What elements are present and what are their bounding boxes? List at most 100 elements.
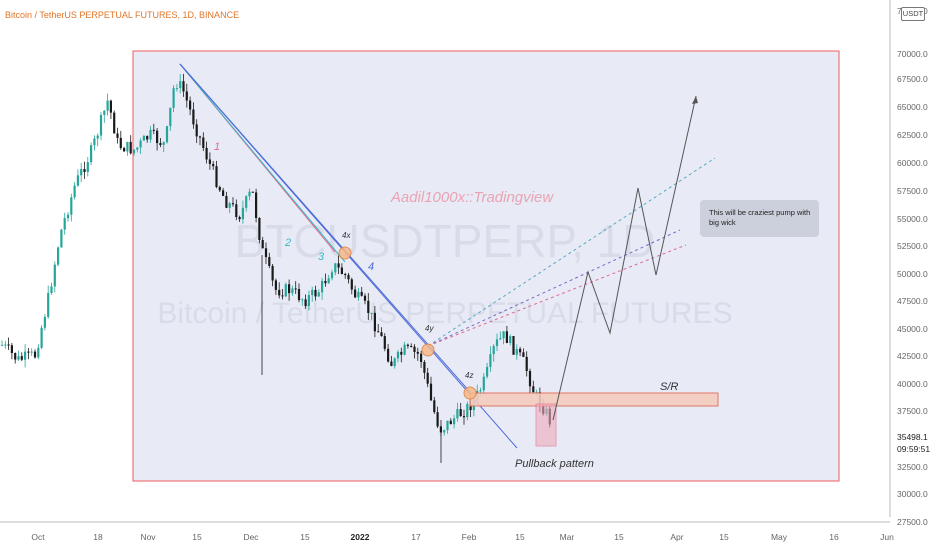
callout-box[interactable] (700, 200, 819, 237)
candle-body (532, 386, 535, 393)
candle-body (469, 403, 472, 411)
candle-body (462, 416, 466, 418)
candle-body (172, 88, 175, 108)
candle-body (271, 265, 274, 281)
candle-body (380, 332, 383, 337)
candle-body (489, 354, 492, 367)
price-tick-label: 42500.0 (897, 351, 928, 361)
time-tick-label: 16 (829, 532, 839, 542)
candle-body (528, 370, 532, 387)
candle-body (509, 336, 512, 344)
price-tick-label: 37500.0 (897, 406, 928, 416)
candle-body (63, 218, 66, 230)
time-axis[interactable]: Oct 18 Nov 15 Dec 15 2022 17 Feb 15 Mar 15 Apr 15 May 1… (31, 532, 894, 542)
candle-body (317, 292, 320, 297)
candle-body (387, 348, 390, 362)
candle-body (360, 291, 363, 296)
candle-body (189, 100, 192, 110)
candle-body (344, 274, 347, 276)
candle-body (195, 124, 198, 137)
candle-body (50, 286, 53, 294)
candle-body (179, 81, 182, 89)
candle-body (235, 204, 238, 218)
candle-body (132, 149, 136, 154)
projection-path[interactable] (552, 95, 697, 421)
price-tick-label: 57500.0 (897, 186, 928, 196)
trendline-teal[interactable] (179, 63, 346, 263)
projection-dashed-purple[interactable] (427, 229, 681, 347)
countdown-label: 09:59:51 (897, 444, 930, 454)
candle-body (456, 409, 459, 419)
candle-body (251, 191, 254, 193)
candle-body (311, 289, 314, 296)
current-price-label: 35498.1 (897, 432, 928, 442)
candle-body (152, 129, 155, 131)
watermark-symbol: BTCUSDTPERP, 1D (235, 215, 656, 267)
candle-body (70, 197, 73, 215)
candle-body (406, 344, 409, 346)
price-tick-label: 40000.0 (897, 379, 928, 389)
candle-body (228, 203, 231, 208)
price-tick-label: 65000.0 (897, 102, 928, 112)
time-tick-label: 15 (300, 532, 310, 542)
candle-body (83, 169, 86, 172)
candle-body (66, 214, 70, 219)
time-tick-label: 15 (719, 532, 729, 542)
candle-body (426, 372, 429, 384)
candle-body (185, 91, 188, 101)
candle-body (113, 112, 116, 134)
candle-body (367, 300, 370, 314)
currency-badge[interactable]: USDT (901, 7, 925, 21)
candle-body (301, 299, 304, 301)
watermark-description: Bitcoin / TetherUS PERPETUAL FUTURES (157, 297, 732, 330)
price-tick-label: 67500.0 (897, 74, 928, 84)
candle-body (231, 203, 235, 205)
callout-line-1: This will be craziest pump with (709, 208, 810, 217)
candle-body (373, 312, 376, 332)
candle-body (106, 100, 109, 111)
touch-circle-4x[interactable] (338, 246, 352, 260)
candle-body (505, 331, 508, 344)
candle-body (502, 331, 505, 339)
touch-label-4y: 4y (425, 324, 434, 333)
candle-body (119, 137, 122, 149)
candle-body (486, 366, 489, 377)
pullback-box[interactable] (535, 403, 557, 447)
candle-body (116, 133, 119, 138)
candle-body (7, 344, 10, 346)
touch-circle-4y[interactable] (421, 343, 435, 357)
candle-body (274, 280, 277, 290)
candle-body (479, 390, 482, 392)
candle-body (248, 191, 251, 197)
price-tick-label: 60000.0 (897, 158, 928, 168)
candle-body (126, 141, 129, 152)
projection-dashed-pink[interactable] (427, 244, 687, 347)
touch-label-4x: 4x (342, 231, 351, 240)
sr-zone[interactable] (469, 392, 719, 407)
candle-body (446, 420, 449, 431)
candle-body (182, 81, 185, 92)
candle-body (218, 187, 221, 191)
candle-body (403, 344, 406, 355)
candle-body (202, 137, 205, 148)
candle-body (321, 280, 324, 293)
candle-body (192, 109, 195, 125)
candle-body (4, 344, 7, 346)
highlight-rectangle[interactable] (132, 50, 840, 482)
touch-circle-4z[interactable] (463, 386, 477, 400)
candle-body (109, 100, 112, 113)
candle-body (238, 217, 241, 220)
candle-body (347, 274, 350, 280)
candle-body (297, 289, 301, 301)
wave-label-3: 3 (318, 251, 325, 263)
chart-title: Bitcoin / TetherUS PERPETUAL FUTURES, 1D… (5, 10, 240, 20)
candle-body (10, 345, 13, 354)
candle-body (139, 140, 142, 148)
candle-body (165, 126, 169, 143)
candle-body (208, 159, 211, 164)
candle-body (354, 289, 357, 298)
candle-body (436, 412, 439, 427)
candle-body (264, 248, 268, 258)
candle-body (24, 351, 27, 360)
